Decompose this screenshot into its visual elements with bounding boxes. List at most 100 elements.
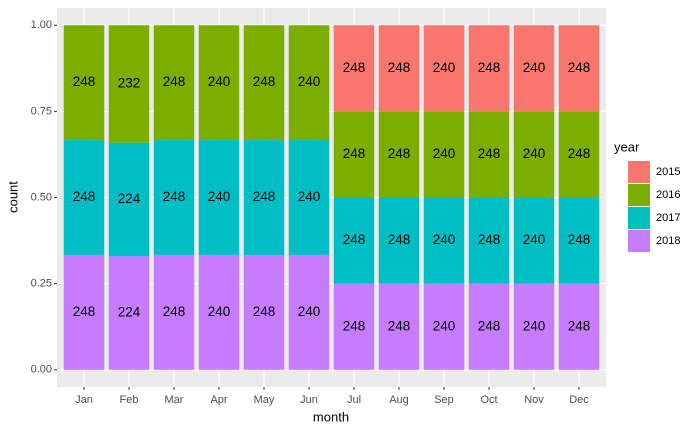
bar xyxy=(153,25,195,141)
value-label: 232 xyxy=(118,76,141,91)
bar xyxy=(513,25,555,112)
bar xyxy=(108,142,150,257)
bar xyxy=(513,283,555,370)
value-label: 248 xyxy=(478,146,501,161)
value-label: 224 xyxy=(118,305,141,320)
value-label: 240 xyxy=(298,74,321,89)
x-tick-label: Jan xyxy=(75,394,93,406)
value-label: 248 xyxy=(343,146,366,161)
legend-label: 2018 xyxy=(656,235,680,247)
bar xyxy=(468,283,510,370)
value-label: 248 xyxy=(253,74,276,89)
bar xyxy=(378,25,420,112)
value-label: 248 xyxy=(478,232,501,247)
value-label: 240 xyxy=(523,146,546,161)
legend-key xyxy=(628,184,650,206)
bar xyxy=(63,254,105,370)
bar xyxy=(288,254,330,370)
x-tick-label: Aug xyxy=(389,394,409,406)
value-label: 248 xyxy=(568,232,591,247)
x-tick-label: Dec xyxy=(569,394,589,406)
x-tick-label: Feb xyxy=(120,394,139,406)
value-label: 248 xyxy=(388,60,411,75)
value-label: 248 xyxy=(73,74,96,89)
bar xyxy=(288,140,330,255)
x-tick-label: Jul xyxy=(347,394,361,406)
legend-key xyxy=(628,207,650,229)
value-label: 240 xyxy=(523,60,546,75)
value-label: 248 xyxy=(163,74,186,89)
y-tick-label: 0.00 xyxy=(31,364,52,376)
bar xyxy=(558,197,600,284)
y-tick-label: 0.75 xyxy=(31,105,52,117)
value-label: 248 xyxy=(568,146,591,161)
bar xyxy=(63,140,105,255)
bar xyxy=(378,283,420,370)
legend-title: year xyxy=(614,139,640,154)
x-tick-label: Sep xyxy=(434,394,454,406)
y-tick-label: 0.50 xyxy=(31,191,52,203)
value-label: 248 xyxy=(343,232,366,247)
x-tick-label: Jun xyxy=(300,394,318,406)
legend-label: 2016 xyxy=(656,189,680,201)
value-label: 248 xyxy=(478,60,501,75)
x-tick-label: Mar xyxy=(165,394,184,406)
bar xyxy=(378,111,420,198)
bar xyxy=(423,25,465,112)
bar xyxy=(63,25,105,141)
value-label: 248 xyxy=(388,232,411,247)
value-label: 240 xyxy=(433,232,456,247)
x-tick-label: Nov xyxy=(524,394,544,406)
value-label: 248 xyxy=(478,318,501,333)
bar xyxy=(243,140,285,255)
legend-key xyxy=(628,230,650,252)
legend-label: 2015 xyxy=(656,166,680,178)
bar xyxy=(423,111,465,198)
value-label: 240 xyxy=(208,74,231,89)
bar xyxy=(153,254,195,370)
bar xyxy=(333,25,375,112)
value-label: 248 xyxy=(73,304,96,319)
bar xyxy=(513,111,555,198)
y-axis-title: count xyxy=(5,181,20,213)
bar xyxy=(333,283,375,370)
bar xyxy=(198,25,240,141)
value-label: 240 xyxy=(433,60,456,75)
bar xyxy=(108,256,150,370)
value-label: 248 xyxy=(163,189,186,204)
x-tick-label: Oct xyxy=(480,394,497,406)
value-label: 240 xyxy=(433,146,456,161)
bar xyxy=(558,25,600,112)
value-label: 248 xyxy=(253,304,276,319)
bar xyxy=(378,197,420,284)
bar xyxy=(198,254,240,370)
value-label: 248 xyxy=(388,318,411,333)
value-label: 240 xyxy=(208,304,231,319)
bar xyxy=(558,283,600,370)
value-label: 240 xyxy=(298,189,321,204)
value-label: 248 xyxy=(163,304,186,319)
value-label: 240 xyxy=(433,318,456,333)
y-tick-label: 1.00 xyxy=(31,19,52,31)
legend-label: 2017 xyxy=(656,212,680,224)
value-label: 248 xyxy=(343,60,366,75)
bar xyxy=(198,140,240,255)
value-label: 248 xyxy=(568,318,591,333)
bar xyxy=(108,25,150,143)
bar xyxy=(468,197,510,284)
value-label: 240 xyxy=(523,232,546,247)
bar xyxy=(423,283,465,370)
value-label: 240 xyxy=(298,304,321,319)
value-label: 248 xyxy=(73,189,96,204)
x-axis-title: month xyxy=(313,409,349,424)
bar xyxy=(243,25,285,141)
bar xyxy=(333,197,375,284)
value-label: 248 xyxy=(253,189,276,204)
bar xyxy=(153,140,195,255)
y-tick-label: 0.25 xyxy=(31,278,52,290)
bar xyxy=(513,197,555,284)
bar xyxy=(468,111,510,198)
bar xyxy=(288,25,330,141)
x-tick-label: Apr xyxy=(210,394,227,406)
